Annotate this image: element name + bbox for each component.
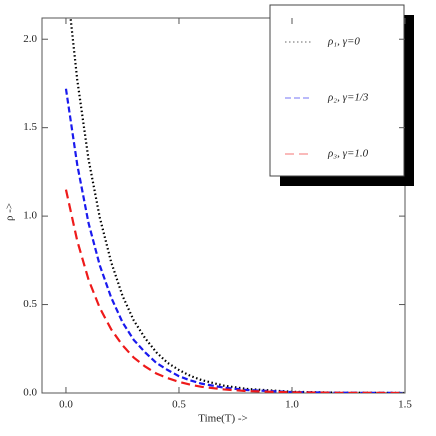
x-tick-label: 0.5 <box>172 399 186 411</box>
line-series <box>69 18 405 393</box>
legend: ρ₁, γ=0 ρ₂, γ=1/3 ρ₃, γ=1.0 <box>285 36 369 160</box>
x-axis-label: Time(T) -> <box>198 413 248 425</box>
x-tick-label: 1.5 <box>398 399 412 411</box>
y-tick-label: 1.0 <box>23 210 37 222</box>
legend-box <box>269 4 405 177</box>
legend-label: ρ₃, γ=1.0 <box>327 148 369 160</box>
y-tick-label: 2.0 <box>23 33 37 45</box>
plot-area <box>64 18 405 393</box>
x-tick-label: 0.0 <box>59 399 73 411</box>
legend-label: ρ₂, γ=1/3 <box>327 92 369 104</box>
y-tick-label: 0.0 <box>23 387 37 399</box>
legend-label: ρ₁, γ=0 <box>327 36 360 48</box>
x-tick-label: 1.0 <box>285 399 299 411</box>
y-tick-label: 0.5 <box>23 298 37 310</box>
line-series <box>64 189 405 393</box>
y-tick-label: 1.5 <box>23 121 37 133</box>
plot-frame <box>41 17 406 394</box>
y-axis-label: ρ -> <box>4 203 16 221</box>
